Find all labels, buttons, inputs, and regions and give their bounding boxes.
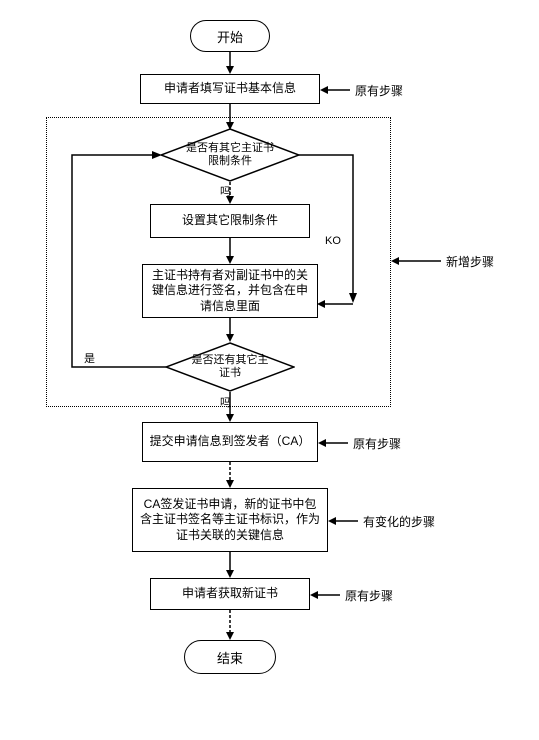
arrow-start-p1 [226,52,234,74]
annotation-original-3: 原有步骤 [345,587,393,604]
p6-label: 申请者获取新证书 [182,586,278,602]
ann1-label: 原有步骤 [355,84,403,98]
arrow-ann2 [391,257,441,265]
p1-label: 申请者填写证书基本信息 [164,81,296,97]
ann5-label: 原有步骤 [345,589,393,603]
end-label: 结束 [217,648,243,667]
arrow-p6-end [226,610,234,640]
annotation-new: 新增步骤 [446,253,494,270]
arrow-p4-p5 [226,462,234,488]
decision-has-other-constraints: 是否有其它主证书限制条件 [160,128,300,182]
start-terminator: 开始 [190,20,270,52]
process-submit-ca: 提交申请信息到签发者（CA） [142,422,318,462]
arrow-ann5 [310,591,340,599]
p4-label: 提交申请信息到签发者（CA） [150,434,311,450]
arrow-d2-loop [64,151,170,373]
ann2-label: 新增步骤 [446,255,494,269]
arrow-ann1 [320,86,350,94]
arrow-ann4 [328,517,358,525]
arrow-ann3 [318,439,348,447]
flowchart-root: 开始 申请者填写证书基本信息 原有步骤 是否有其它主证书限制条件 吗 KO [20,20,519,720]
arrow-d1no-into-p3 [317,300,359,308]
annotation-changed: 有变化的步骤 [363,513,435,530]
p5-label: CA签发证书申请，新的证书中包含主证书签名等主证书标识，作为证书关联的关键信息 [139,497,321,544]
arrow-p2-p3 [226,238,234,264]
arrow-d1-p2 [226,182,234,204]
annotation-original-1: 原有步骤 [355,82,403,99]
arrow-p5-p6 [226,552,234,578]
start-label: 开始 [217,27,243,46]
process-ca-issue: CA签发证书申请，新的证书中包含主证书签名等主证书标识，作为证书关联的关键信息 [132,488,328,552]
ann3-label: 原有步骤 [353,437,401,451]
arrow-p3-d2 [226,318,234,342]
process-set-constraints: 设置其它限制条件 [150,204,310,238]
ann4-label: 有变化的步骤 [363,515,435,529]
p2-label: 设置其它限制条件 [182,213,278,229]
decision-has-more-master: 是否还有其它主证书 [165,342,295,392]
process-get-cert: 申请者获取新证书 [150,578,310,610]
process-fill-basic-info: 申请者填写证书基本信息 [140,74,320,104]
p3-label: 主证书持有者对副证书中的关键信息进行签名，并包含在申请信息里面 [149,268,311,315]
end-terminator: 结束 [184,640,276,674]
arrow-d2-p4 [226,392,234,422]
annotation-original-2: 原有步骤 [353,435,401,452]
